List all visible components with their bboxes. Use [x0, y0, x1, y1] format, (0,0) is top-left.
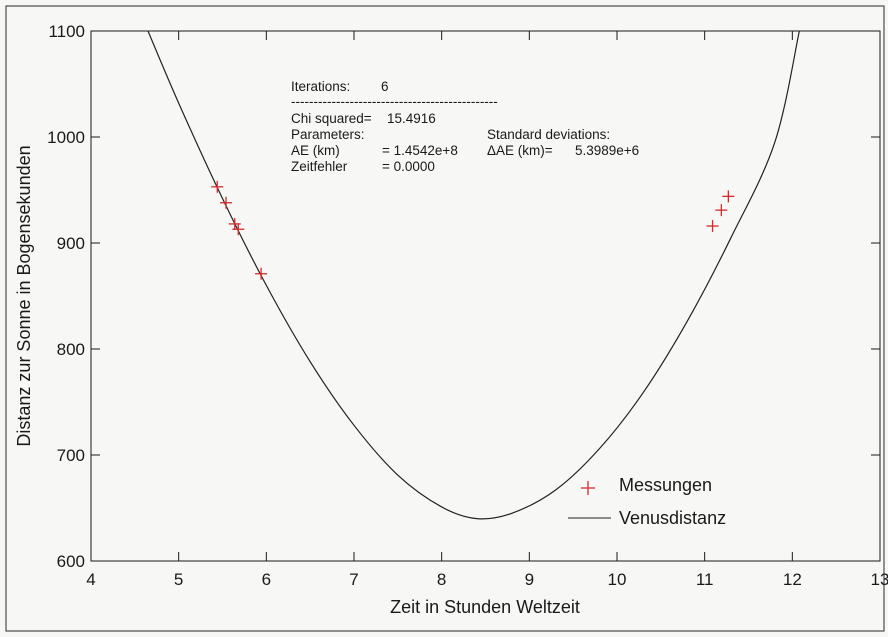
fit-results-annotation: Iterations: 6 --------------------------… — [291, 79, 639, 174]
iterations-label: Iterations: — [291, 79, 350, 94]
plot-area: 4 5 6 7 8 9 10 11 12 13 600 700 800 900 1000 1100 — [47, 22, 888, 589]
parameters-label: Parameters: — [291, 127, 365, 142]
annotation-divider: ----------------------------------------… — [291, 94, 498, 109]
x-tick-label: 9 — [525, 570, 534, 589]
messungen-point — [232, 223, 245, 236]
venusdistanz-curve — [147, 30, 800, 520]
messungen-series — [211, 180, 735, 280]
iterations-value: 6 — [381, 79, 389, 94]
y-axis-ticks: 600 700 800 900 1000 1100 — [47, 22, 880, 571]
x-tick-label: 7 — [349, 570, 358, 589]
chi-squared-value: 15.4916 — [387, 111, 436, 126]
venusdistanz-series — [147, 30, 800, 520]
figure-border — [5, 5, 885, 632]
messungen-point — [211, 180, 224, 193]
delta-ae-value: 5.3989e+6 — [575, 143, 639, 158]
y-axis-label: Distanz zur Sonne in Bogensekunden — [14, 145, 34, 446]
x-tick-label: 5 — [174, 570, 183, 589]
plot-frame — [90, 30, 881, 562]
messungen-point — [228, 217, 241, 230]
ae-value: = 1.4542e+8 — [382, 143, 458, 158]
x-axis-label: Zeit in Stunden Weltzeit — [390, 597, 580, 617]
zeitfehler-value: = 0.0000 — [382, 159, 435, 174]
x-tick-label: 11 — [696, 570, 714, 589]
y-tick-label: 700 — [57, 446, 85, 465]
x-axis-ticks: 4 5 6 7 8 9 10 11 12 13 — [86, 31, 888, 589]
x-tick-label: 10 — [608, 570, 627, 589]
x-tick-label: 13 — [871, 570, 888, 589]
messungen-point — [715, 204, 728, 217]
legend-label-venusdistanz: Venusdistanz — [619, 508, 726, 528]
x-tick-label: 4 — [86, 570, 95, 589]
x-tick-label: 6 — [262, 570, 271, 589]
x-tick-label: 8 — [437, 570, 446, 589]
y-tick-label: 1000 — [47, 128, 85, 147]
y-tick-label: 900 — [57, 234, 85, 253]
delta-ae-label: ΔAE (km)= — [487, 143, 553, 158]
ae-label: AE (km) — [291, 143, 340, 158]
chi-squared-label: Chi squared= — [291, 111, 372, 126]
zeitfehler-label: Zeitfehler — [291, 159, 348, 174]
messungen-point — [220, 196, 233, 209]
standard-deviations-label: Standard deviations: — [487, 127, 610, 142]
messungen-point — [255, 267, 268, 280]
legend-label-messungen: Messungen — [619, 475, 712, 495]
x-tick-label: 12 — [783, 570, 802, 589]
legend: Messungen Venusdistanz — [568, 475, 726, 528]
y-tick-label: 800 — [57, 340, 85, 359]
messungen-point — [722, 190, 735, 203]
legend-marker-messungen — [581, 481, 595, 495]
y-tick-label: 600 — [57, 552, 85, 571]
messungen-point — [706, 220, 719, 233]
y-tick-label: 1100 — [48, 22, 85, 41]
